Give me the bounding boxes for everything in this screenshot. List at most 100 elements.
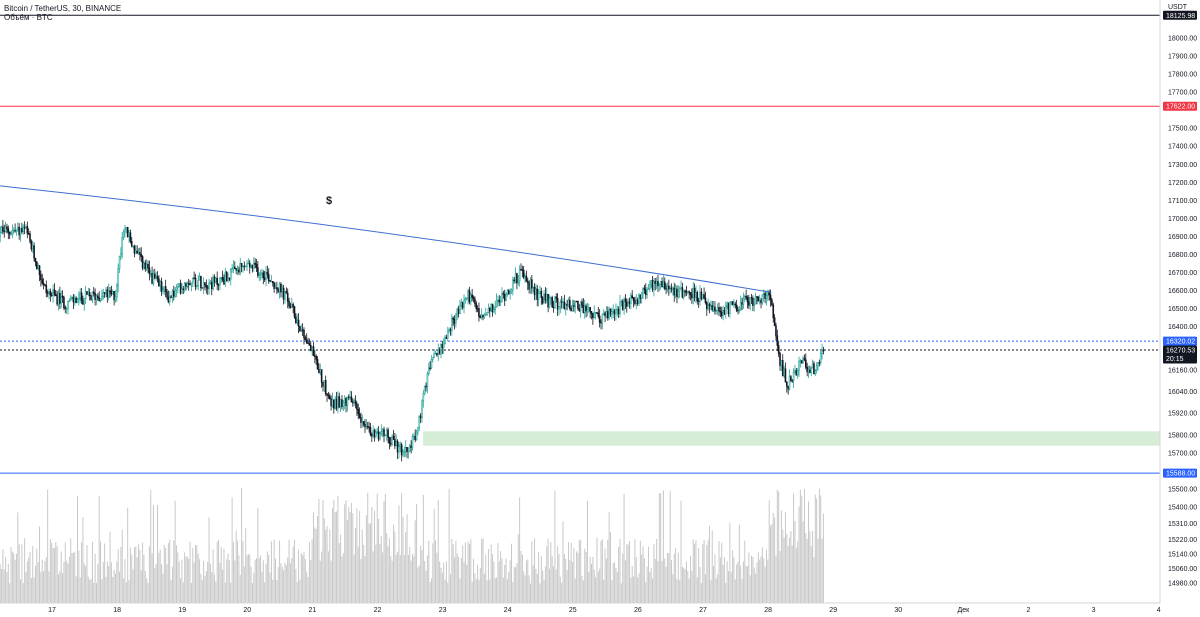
candle-body[interactable]: [239, 263, 242, 273]
candle-body[interactable]: [61, 295, 64, 298]
candle-body[interactable]: [156, 276, 159, 280]
price-axis[interactable]: USDT 18000.00 17900.00 17800.00 17700.00 1750…: [1159, 0, 1197, 603]
candle-body[interactable]: [185, 283, 187, 287]
candle-body[interactable]: [392, 436, 395, 440]
candle-body[interactable]: [130, 241, 133, 247]
candle-body[interactable]: [349, 396, 351, 398]
candle-body[interactable]: [201, 287, 204, 289]
candle-body[interactable]: [658, 284, 661, 287]
candle-body[interactable]: [122, 231, 125, 238]
candle-body[interactable]: [654, 280, 657, 284]
candle-body[interactable]: [518, 269, 521, 282]
candle-body[interactable]: [337, 396, 339, 409]
candle-body[interactable]: [414, 435, 417, 441]
candle-body[interactable]: [389, 443, 392, 445]
candle-body[interactable]: [560, 301, 563, 303]
candle-body[interactable]: [663, 281, 666, 289]
candle-body[interactable]: [84, 291, 87, 299]
candle-body[interactable]: [52, 289, 54, 296]
candle-body[interactable]: [669, 287, 671, 290]
candle-body[interactable]: [403, 451, 406, 453]
candle-body[interactable]: [593, 312, 596, 319]
candle-body[interactable]: [777, 345, 780, 354]
candle-body[interactable]: [718, 306, 720, 312]
candle-body[interactable]: [178, 283, 181, 288]
candle-body[interactable]: [168, 296, 171, 302]
candle-body[interactable]: [512, 279, 514, 291]
candle-body[interactable]: [263, 277, 266, 280]
candle-body[interactable]: [17, 226, 19, 230]
candle-body[interactable]: [655, 281, 658, 284]
candle-body[interactable]: [227, 277, 229, 282]
candle-body[interactable]: [133, 245, 136, 254]
candles[interactable]: [0, 219, 825, 462]
candle-body[interactable]: [79, 292, 82, 299]
candle-body[interactable]: [190, 282, 193, 286]
candle-body[interactable]: [65, 308, 68, 310]
candle-body[interactable]: [724, 305, 727, 315]
candle-body[interactable]: [174, 290, 176, 297]
candle-body[interactable]: [802, 357, 804, 364]
candle-body[interactable]: [692, 287, 695, 299]
candle-body[interactable]: [550, 297, 552, 299]
candle-body[interactable]: [0, 232, 1, 237]
candle-body[interactable]: [613, 310, 616, 315]
candle-body[interactable]: [474, 298, 476, 304]
candle-body[interactable]: [425, 385, 427, 388]
candle-body[interactable]: [497, 299, 499, 302]
candle-body[interactable]: [471, 294, 473, 298]
candle-body[interactable]: [710, 305, 712, 307]
candle-body[interactable]: [103, 292, 106, 295]
candle-body[interactable]: [415, 431, 418, 441]
candle-body[interactable]: [297, 319, 300, 327]
candle-body[interactable]: [282, 287, 285, 300]
candle-body[interactable]: [590, 311, 593, 314]
candle-body[interactable]: [324, 380, 327, 394]
candle-body[interactable]: [814, 369, 817, 375]
candle-body[interactable]: [754, 296, 757, 305]
candle-body[interactable]: [457, 308, 460, 315]
candle-body[interactable]: [354, 400, 357, 405]
candle-body[interactable]: [438, 349, 441, 355]
candle-body[interactable]: [224, 271, 227, 285]
candle-body[interactable]: [448, 329, 450, 332]
candle-body[interactable]: [87, 292, 90, 295]
candle-body[interactable]: [250, 264, 252, 268]
candle-body[interactable]: [433, 353, 435, 358]
candle-body[interactable]: [543, 293, 545, 304]
candle-body[interactable]: [465, 297, 468, 300]
candle-body[interactable]: [92, 291, 95, 294]
candle-body[interactable]: [821, 349, 823, 354]
candle-body[interactable]: [278, 283, 281, 292]
candle-body[interactable]: [499, 300, 502, 303]
candle-body[interactable]: [521, 269, 524, 271]
candle-body[interactable]: [356, 403, 358, 410]
candle-body[interactable]: [235, 268, 237, 271]
candle-body[interactable]: [98, 297, 100, 302]
candle-body[interactable]: [251, 264, 254, 269]
candle-body[interactable]: [296, 319, 299, 324]
candle-body[interactable]: [293, 306, 296, 318]
candle-body[interactable]: [220, 277, 223, 279]
candle-body[interactable]: [426, 373, 429, 387]
candle-body[interactable]: [422, 393, 425, 402]
candle-body[interactable]: [418, 415, 421, 428]
candle-body[interactable]: [761, 294, 764, 304]
candle-body[interactable]: [794, 370, 796, 373]
candle-body[interactable]: [248, 262, 251, 268]
candle-body[interactable]: [670, 287, 673, 290]
candle-body[interactable]: [735, 304, 738, 311]
candle-body[interactable]: [522, 269, 525, 278]
candle-body[interactable]: [479, 316, 482, 318]
candle-body[interactable]: [311, 346, 313, 352]
candle-body[interactable]: [726, 302, 728, 307]
candle-body[interactable]: [787, 385, 789, 390]
candle-body[interactable]: [244, 265, 247, 268]
candle-body[interactable]: [21, 228, 23, 232]
candle-body[interactable]: [269, 280, 271, 282]
candle-body[interactable]: [606, 311, 609, 319]
candle-body[interactable]: [2, 226, 4, 232]
candle-body[interactable]: [141, 256, 144, 269]
candle-body[interactable]: [800, 360, 803, 364]
candle-body[interactable]: [598, 315, 601, 323]
